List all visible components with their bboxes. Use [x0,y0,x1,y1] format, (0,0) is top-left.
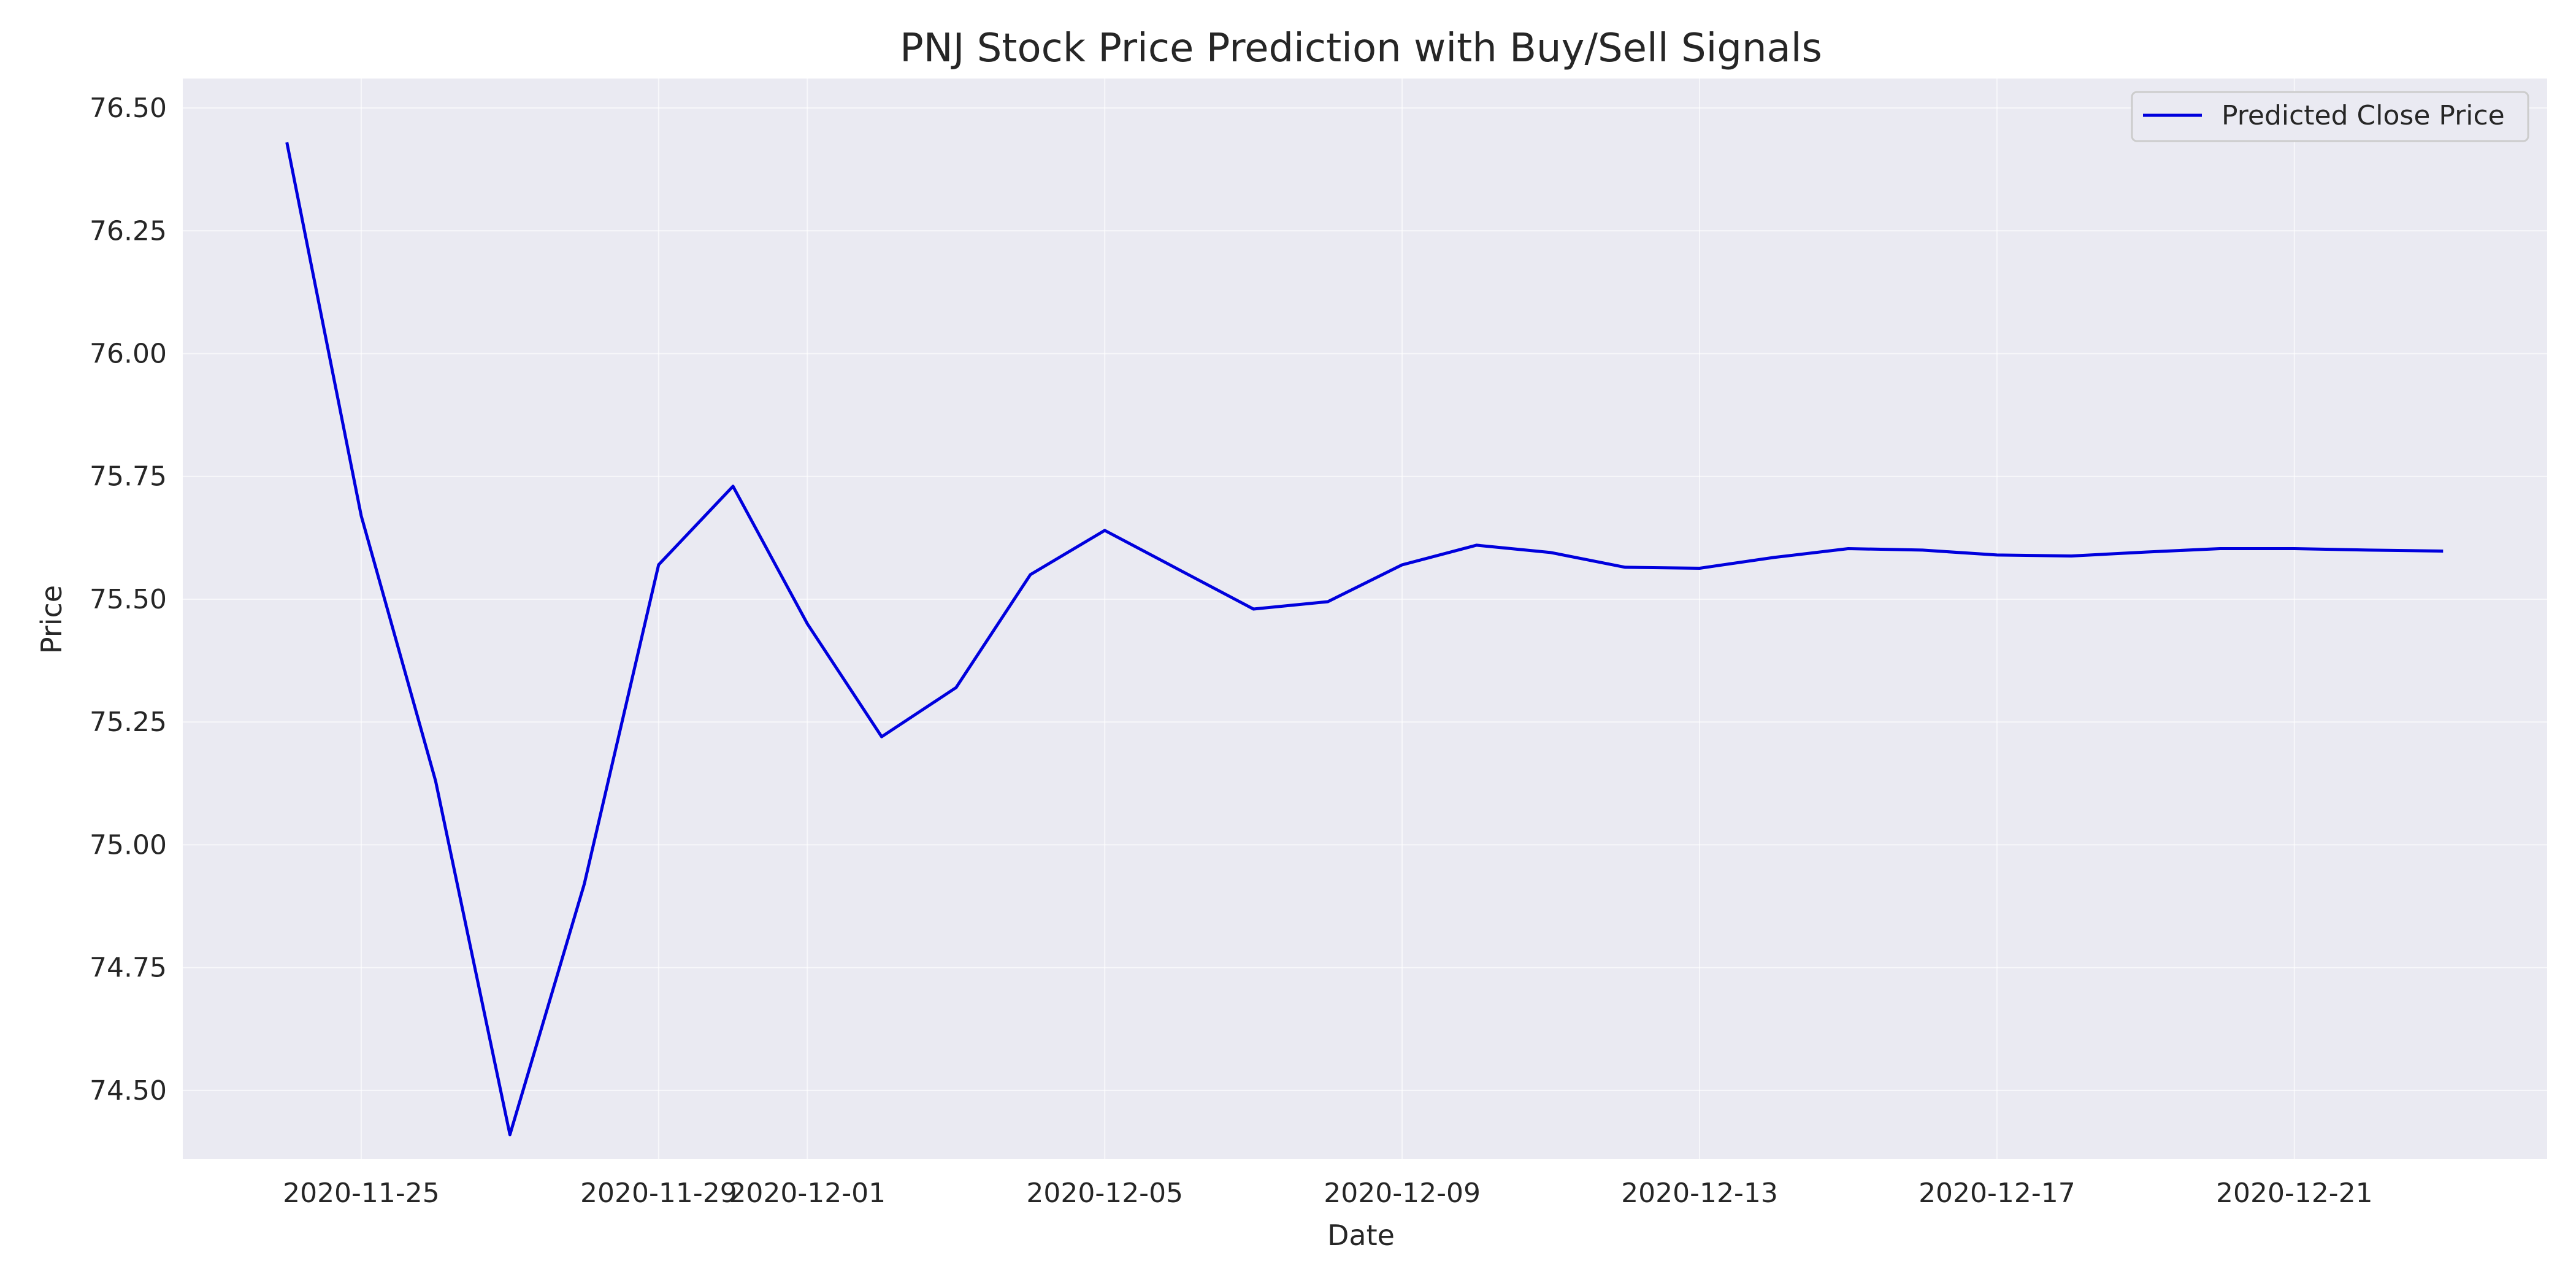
x-tick-label: 2020-11-25 [283,1178,440,1209]
y-tick-label: 74.50 [90,1075,167,1106]
y-tick-label: 75.75 [90,461,167,493]
x-axis-label: Date [1327,1219,1395,1252]
series-line [285,142,2444,1137]
y-tick-label: 74.75 [90,953,167,984]
y-tick-label: 75.00 [90,829,167,861]
legend: Predicted Close Price [2131,91,2529,142]
y-tick-label: 76.00 [90,339,167,370]
x-tick-label: 2020-12-17 [1919,1178,2076,1209]
data-series [285,142,2444,1137]
legend-label: Predicted Close Price [2221,100,2505,131]
x-tick-label: 2020-12-21 [2216,1178,2373,1209]
x-tick-label: 2020-12-13 [1621,1178,1778,1209]
legend-box [2131,91,2529,142]
x-tick-label: 2020-12-09 [1324,1178,1481,1209]
x-tick-label: 2020-12-05 [1026,1178,1183,1209]
plot-area [183,79,2547,1159]
chart-title: PNJ Stock Price Prediction with Buy/Sell… [900,26,1822,71]
y-axis-ticks: 74.50 74.75 75.00 75.25 75.50 75.75 76.00 76.25… [90,93,167,1106]
grid-lines [183,79,2547,1159]
x-tick-label: 2020-11-29 [580,1178,737,1209]
x-tick-label: 2020-12-01 [729,1178,886,1209]
y-tick-label: 75.50 [90,584,167,615]
y-tick-label: 76.25 [90,215,167,247]
y-tick-label: 75.25 [90,707,167,738]
y-axis-label: Price [35,585,68,654]
y-tick-label: 76.50 [90,93,167,124]
